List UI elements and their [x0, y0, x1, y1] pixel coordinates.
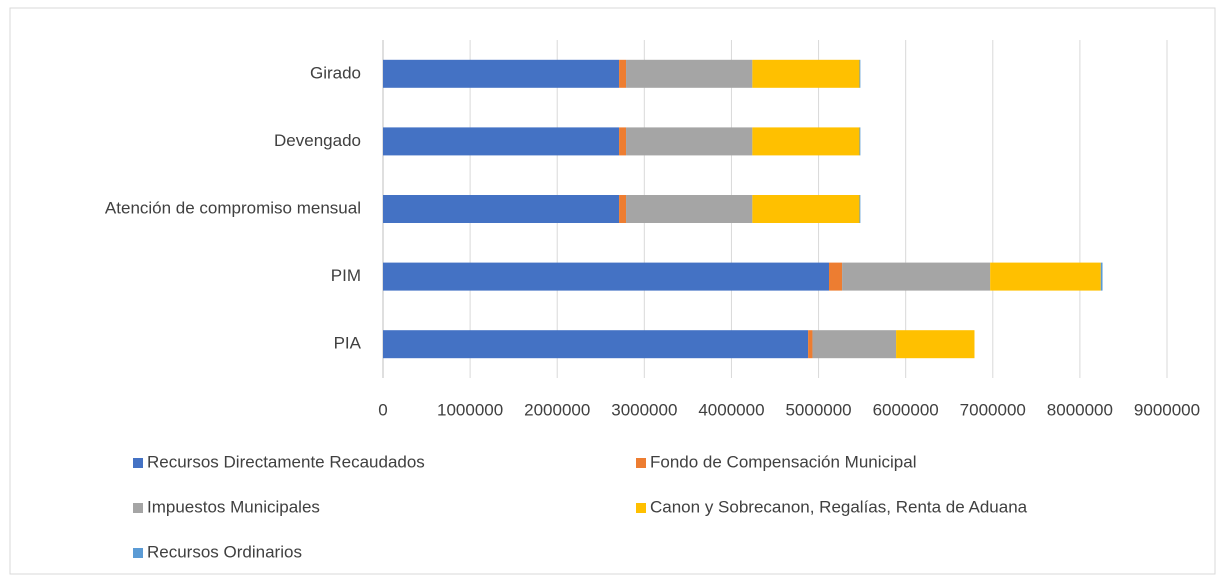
y-tick-label: PIA [334, 334, 362, 353]
y-tick-label: PIM [331, 266, 361, 285]
bar-segment [859, 59, 861, 88]
legend-swatch [636, 458, 646, 468]
y-tick-label: Devengado [274, 131, 361, 150]
legend-swatch [133, 548, 143, 558]
legend-label: Fondo de Compensación Municipal [650, 452, 917, 471]
bar-segment [842, 262, 991, 291]
bar-segment [619, 127, 627, 156]
legend-label: Canon y Sobrecanon, Regalías, Renta de A… [650, 497, 1028, 516]
x-tick-label: 5000000 [785, 400, 851, 419]
legend-swatch [636, 503, 646, 513]
bar-segment [896, 330, 975, 359]
x-tick-label: 7000000 [960, 400, 1026, 419]
bar-segment [829, 262, 843, 291]
bar-segment [626, 127, 753, 156]
x-tick-label: 4000000 [698, 400, 764, 419]
x-tick-label: 2000000 [524, 400, 590, 419]
bar-segment [752, 127, 860, 156]
bar-segment [859, 195, 861, 223]
x-tick-label: 1000000 [437, 400, 503, 419]
legend-label: Recursos Directamente Recaudados [147, 452, 425, 471]
bar-segment [808, 330, 813, 359]
bar-segment [383, 330, 809, 359]
y-tick-label: Atención de compromiso mensual [105, 198, 361, 217]
chart-border [9, 7, 1216, 575]
bar-segment [752, 195, 860, 223]
bar-segment [859, 127, 861, 156]
x-tick-label: 0 [378, 400, 387, 419]
bar-segment [619, 59, 627, 88]
bar-segment [990, 262, 1101, 291]
bar-segment [383, 127, 620, 156]
bar-segment [752, 59, 860, 88]
bar-segment [626, 59, 753, 88]
bar-segment [812, 330, 897, 359]
bar-segment [1100, 262, 1103, 291]
bar-segment [383, 195, 620, 223]
x-tick-label: 9000000 [1134, 400, 1200, 419]
bar-segment [619, 195, 627, 223]
bar-segment [383, 262, 830, 291]
legend-label: Impuestos Municipales [147, 497, 320, 516]
x-tick-label: 6000000 [873, 400, 939, 419]
bar-segment [383, 59, 620, 88]
legend-label: Recursos Ordinarios [147, 542, 302, 561]
x-tick-label: 3000000 [611, 400, 677, 419]
legend-swatch [133, 458, 143, 468]
bar-segment [626, 195, 753, 223]
legend-swatch [133, 503, 143, 513]
y-tick-label: Girado [310, 63, 361, 82]
x-tick-label: 8000000 [1047, 400, 1113, 419]
